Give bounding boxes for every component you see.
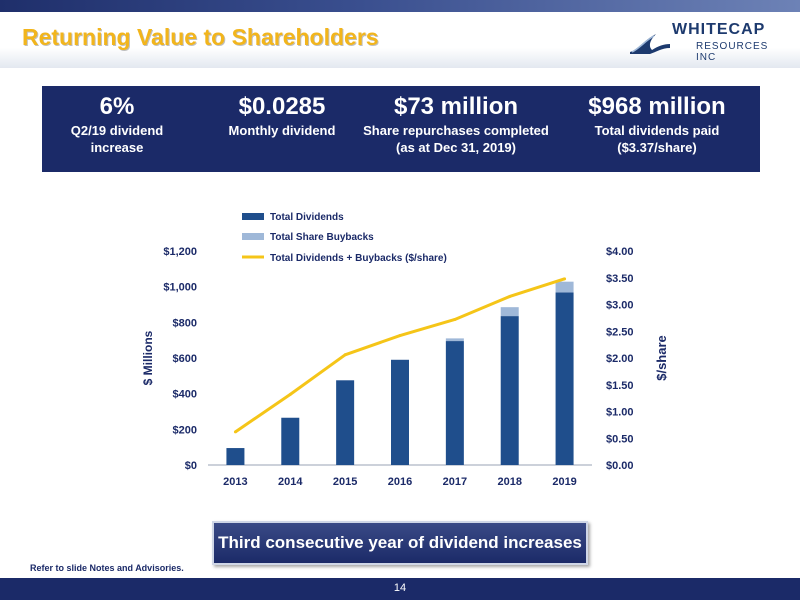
y-tick-label: $0 [185, 460, 197, 472]
header: Returning Value to Shareholders WHITECAP… [0, 0, 800, 68]
buyback-bar [500, 307, 519, 317]
kpi-total-dividends: $968 million Total dividends paid ($3.37… [572, 92, 742, 156]
y2-tick-label: $3.50 [606, 273, 634, 285]
legend-swatch-buybacks [242, 233, 264, 240]
kpi-description: Total dividends paid ($3.37/share) [594, 123, 720, 155]
kpi-monthly-dividend: $0.0285 Monthly dividend [202, 92, 362, 139]
y2-tick-label: $2.00 [606, 353, 634, 365]
x-tick-label: 2013 [223, 476, 247, 488]
dividend-bar [555, 292, 574, 465]
per-share-point [398, 334, 402, 338]
y-tick-label: $400 [173, 389, 197, 401]
x-tick-label: 2017 [443, 476, 467, 488]
dividend-bar [336, 380, 355, 465]
per-share-point [508, 294, 512, 298]
footnote: Refer to slide Notes and Advisories. [30, 563, 184, 573]
y2-tick-label: $0.00 [606, 460, 634, 472]
x-tick-label: 2015 [333, 476, 357, 488]
dividends-chart: $0 $200 $400 $600 $800 $1,000 $1,200 $0.00 $0.50… [141, 212, 669, 488]
kpi-description: Monthly dividend [228, 123, 336, 138]
dividend-bar [226, 448, 245, 465]
kpi-value: 6% [99, 93, 135, 120]
y2-tick-label: $3.00 [606, 300, 634, 312]
legend-label-line: Total Dividends + Buybacks ($/share) [270, 253, 447, 264]
legend-label-dividends: Total Dividends [270, 212, 344, 223]
kpi-share-repurchases: $73 million Share repurchases completed … [350, 92, 562, 156]
top-stripe [0, 0, 800, 12]
per-share-point [233, 430, 237, 434]
kpi-description: Share repurchases completed (as at Dec 3… [363, 123, 549, 155]
y2-tick-label: $0.50 [606, 433, 634, 445]
company-logo: WHITECAP RESOURCES INC [628, 18, 788, 63]
x-tick-label: 2019 [552, 476, 576, 488]
x-tick-label: 2018 [497, 476, 521, 488]
dividend-bar [281, 417, 300, 465]
per-share-point [343, 353, 347, 357]
page-title: Returning Value to Shareholders [22, 24, 379, 50]
per-share-point [453, 317, 457, 321]
y2-tick-label: $1.50 [606, 380, 634, 392]
per-share-point [563, 277, 567, 281]
dividend-bar [445, 341, 464, 465]
dividend-bar [500, 316, 519, 465]
legend-label-buybacks: Total Share Buybacks [270, 232, 374, 243]
y-axis-title: $ Millions [141, 330, 155, 385]
legend-swatch-dividends [242, 213, 264, 220]
kpi-value: $73 million [393, 93, 519, 120]
y-tick-label: $1,000 [163, 282, 197, 294]
kpi-dividend-increase: 6% Q2/19 dividend increase [42, 92, 192, 156]
logo-subtitle: RESOURCES INC [696, 41, 769, 63]
x-tick-label: 2014 [278, 476, 303, 488]
y-tick-label: $1,200 [163, 246, 197, 258]
kpi-description: Q2/19 dividend increase [70, 123, 164, 155]
y2-tick-label: $1.00 [606, 407, 634, 419]
logo-name: WHITECAP [672, 21, 766, 38]
y-tick-label: $800 [173, 317, 197, 329]
kpi-value: $0.0285 [238, 93, 326, 120]
x-tick-label: 2016 [388, 476, 412, 488]
buyback-bar [445, 338, 464, 342]
y-tick-label: $200 [173, 424, 197, 436]
footer-bar [0, 578, 800, 600]
y2-axis-title: $/share [654, 335, 669, 381]
highlight-banner: Third consecutive year of dividend incre… [212, 521, 588, 565]
kpi-band: 6% Q2/19 dividend increase $0.0285 Month… [42, 86, 760, 172]
wave-logo-icon [630, 34, 670, 54]
y2-tick-label: $2.50 [606, 326, 634, 338]
y2-tick-label: $4.00 [606, 246, 634, 258]
page-number: 14 [393, 582, 407, 594]
kpi-value: $968 million [588, 93, 726, 120]
buyback-bar [555, 281, 574, 293]
y-tick-label: $600 [173, 353, 197, 365]
per-share-point [288, 392, 292, 396]
dividend-bar [391, 359, 409, 465]
